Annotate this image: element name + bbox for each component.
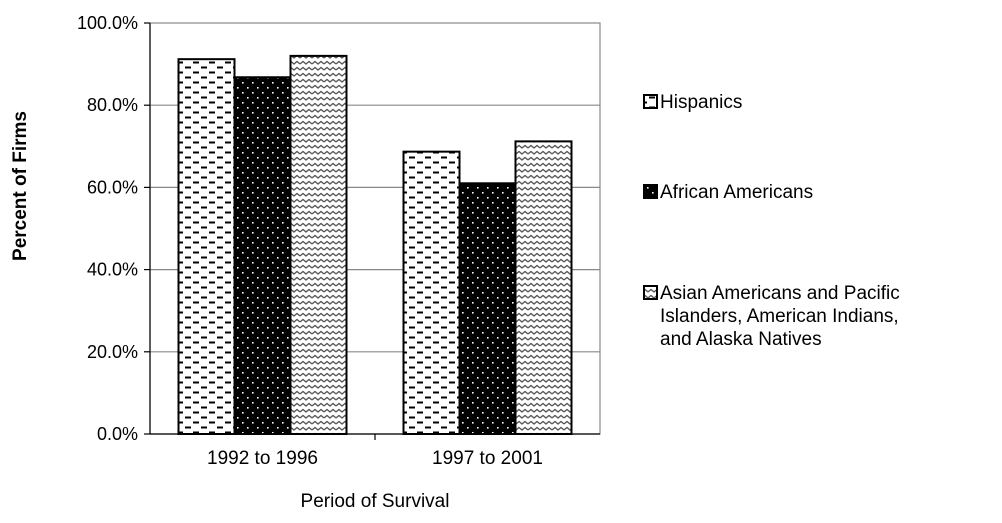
legend-label: Islanders, American Indians, — [660, 306, 899, 327]
y-tick-label: 20.0% — [87, 342, 138, 362]
legend-label: Hispanics — [660, 92, 742, 113]
legend-label: African Americans — [660, 182, 813, 203]
x-category-label: 1997 to 2001 — [432, 448, 543, 469]
y-tick-label: 100.0% — [77, 13, 138, 33]
legend-swatch-waves — [643, 285, 658, 300]
y-tick-label: 40.0% — [87, 260, 138, 280]
x-category-labels: 1992 to 1996 1997 to 2001 — [207, 448, 543, 469]
y-tick-label: 80.0% — [87, 95, 138, 115]
bar-dashes-1 — [177, 58, 236, 435]
legend-label: Asian Americans and Pacific — [660, 283, 900, 304]
bars — [177, 54, 573, 435]
legend-label: and Alaska Natives — [660, 329, 822, 350]
x-category-label: 1992 to 1996 — [207, 448, 318, 469]
bar-waves-1 — [289, 54, 348, 435]
bar-dots-2 — [458, 182, 517, 435]
y-tick-label: 60.0% — [87, 177, 138, 197]
bar-dots-1 — [233, 76, 292, 435]
y-tick-labels: 0.0% 20.0% 40.0% 60.0% 80.0% 100.0% — [77, 13, 138, 444]
y-axis-title: Percent of Firms — [10, 111, 31, 261]
y-tick-label: 0.0% — [97, 424, 138, 444]
legend: Hispanics African Americans Asian American… — [643, 92, 900, 350]
bar-dashes-2 — [402, 150, 461, 435]
legend-swatch-dashes — [643, 94, 658, 109]
x-axis-title: Period of Survival — [301, 491, 450, 512]
legend-swatch-dots — [643, 184, 658, 199]
axes — [144, 22, 600, 440]
bar-waves-2 — [514, 140, 573, 435]
